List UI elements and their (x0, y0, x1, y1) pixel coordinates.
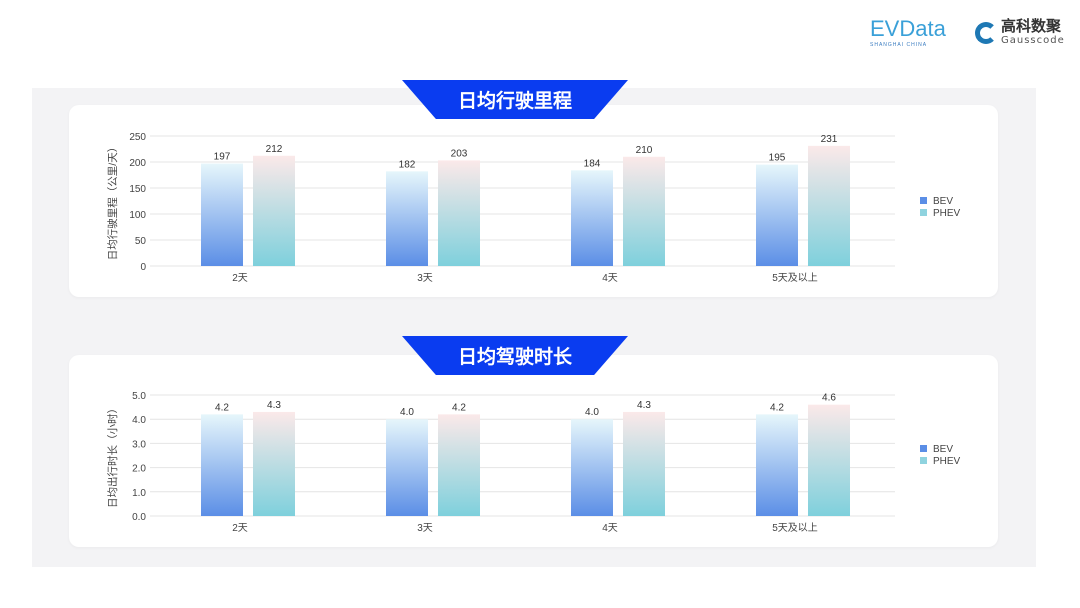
bar-bev (756, 164, 798, 266)
bar-phev (808, 404, 850, 516)
x-tick-label: 3天 (417, 523, 433, 534)
y-axis-label: 日均行驶里程（公里/天） (106, 142, 119, 260)
data-label: 4.2 (452, 402, 466, 413)
data-label: 203 (451, 148, 468, 159)
bar-bev (386, 419, 428, 516)
legend-label: BEV (933, 444, 953, 455)
evdata-logo: EVData SHANGHAI CHINA (870, 16, 966, 49)
y-tick-label: 1.0 (132, 488, 146, 499)
data-label: 4.6 (822, 393, 836, 404)
gausscode-logo: 高科数聚 Gausscode (975, 18, 1065, 47)
y-tick-label: 2.0 (132, 464, 146, 475)
data-label: 212 (266, 144, 283, 155)
data-label: 197 (214, 152, 231, 163)
gausscode-mark-icon (975, 21, 997, 44)
gausscode-en: Gausscode (1001, 35, 1065, 46)
x-tick-label: 2天 (232, 523, 248, 534)
data-label: 182 (399, 159, 416, 170)
bar-bev (201, 163, 243, 266)
data-label: 210 (636, 145, 653, 156)
x-tick-label: 2天 (232, 273, 248, 284)
data-label: 4.3 (267, 400, 281, 411)
bar-phev (623, 156, 665, 266)
bar-bev (386, 171, 428, 266)
y-tick-label: 50 (135, 236, 147, 247)
legend-label: BEV (933, 196, 953, 207)
data-label: 195 (769, 153, 786, 164)
y-tick-label: 4.0 (132, 415, 146, 426)
x-tick-label: 5天及以上 (772, 272, 818, 284)
y-tick-label: 200 (129, 158, 146, 169)
data-label: 4.3 (637, 400, 651, 411)
bar-phev (438, 160, 480, 266)
legend-swatch-bev (920, 445, 927, 452)
bar-bev (571, 170, 613, 266)
y-axis-label: 日均出行时长（小时） (106, 403, 119, 508)
bar-phev (438, 414, 480, 516)
data-label: 231 (821, 134, 838, 145)
bar-phev (253, 411, 295, 516)
x-tick-label: 5天及以上 (772, 522, 818, 534)
y-tick-label: 0 (140, 262, 146, 273)
y-tick-label: 250 (129, 132, 146, 143)
data-label: 4.2 (215, 402, 229, 413)
bar-bev (571, 419, 613, 516)
y-tick-label: 150 (129, 184, 146, 195)
bar-phev (808, 145, 850, 266)
x-tick-label: 3天 (417, 273, 433, 284)
data-label: 4.2 (770, 402, 784, 413)
legend-swatch-phev (920, 209, 927, 216)
evdata-logo-text: EVData (870, 16, 946, 41)
duration-title: 日均驾驶时长 (402, 336, 628, 375)
bar-bev (201, 414, 243, 516)
bar-phev (253, 155, 295, 266)
legend-swatch-bev (920, 197, 927, 204)
x-tick-label: 4天 (602, 523, 618, 534)
y-tick-label: 5.0 (132, 391, 146, 402)
x-tick-label: 4天 (602, 273, 618, 284)
gausscode-cn: 高科数聚 (1001, 17, 1062, 35)
mileage-title: 日均行驶里程 (402, 80, 628, 119)
bar-phev (623, 411, 665, 516)
data-label: 4.0 (400, 407, 414, 418)
y-tick-label: 100 (129, 210, 146, 221)
y-tick-label: 3.0 (132, 439, 146, 450)
legend-label: PHEV (933, 456, 961, 467)
data-label: 184 (584, 158, 601, 169)
data-label: 4.0 (585, 407, 599, 418)
legend-swatch-phev (920, 457, 927, 464)
y-tick-label: 0.0 (132, 512, 146, 523)
legend-label: PHEV (933, 208, 961, 219)
evdata-logo-sub: SHANGHAI CHINA (870, 42, 928, 48)
bar-bev (756, 414, 798, 516)
